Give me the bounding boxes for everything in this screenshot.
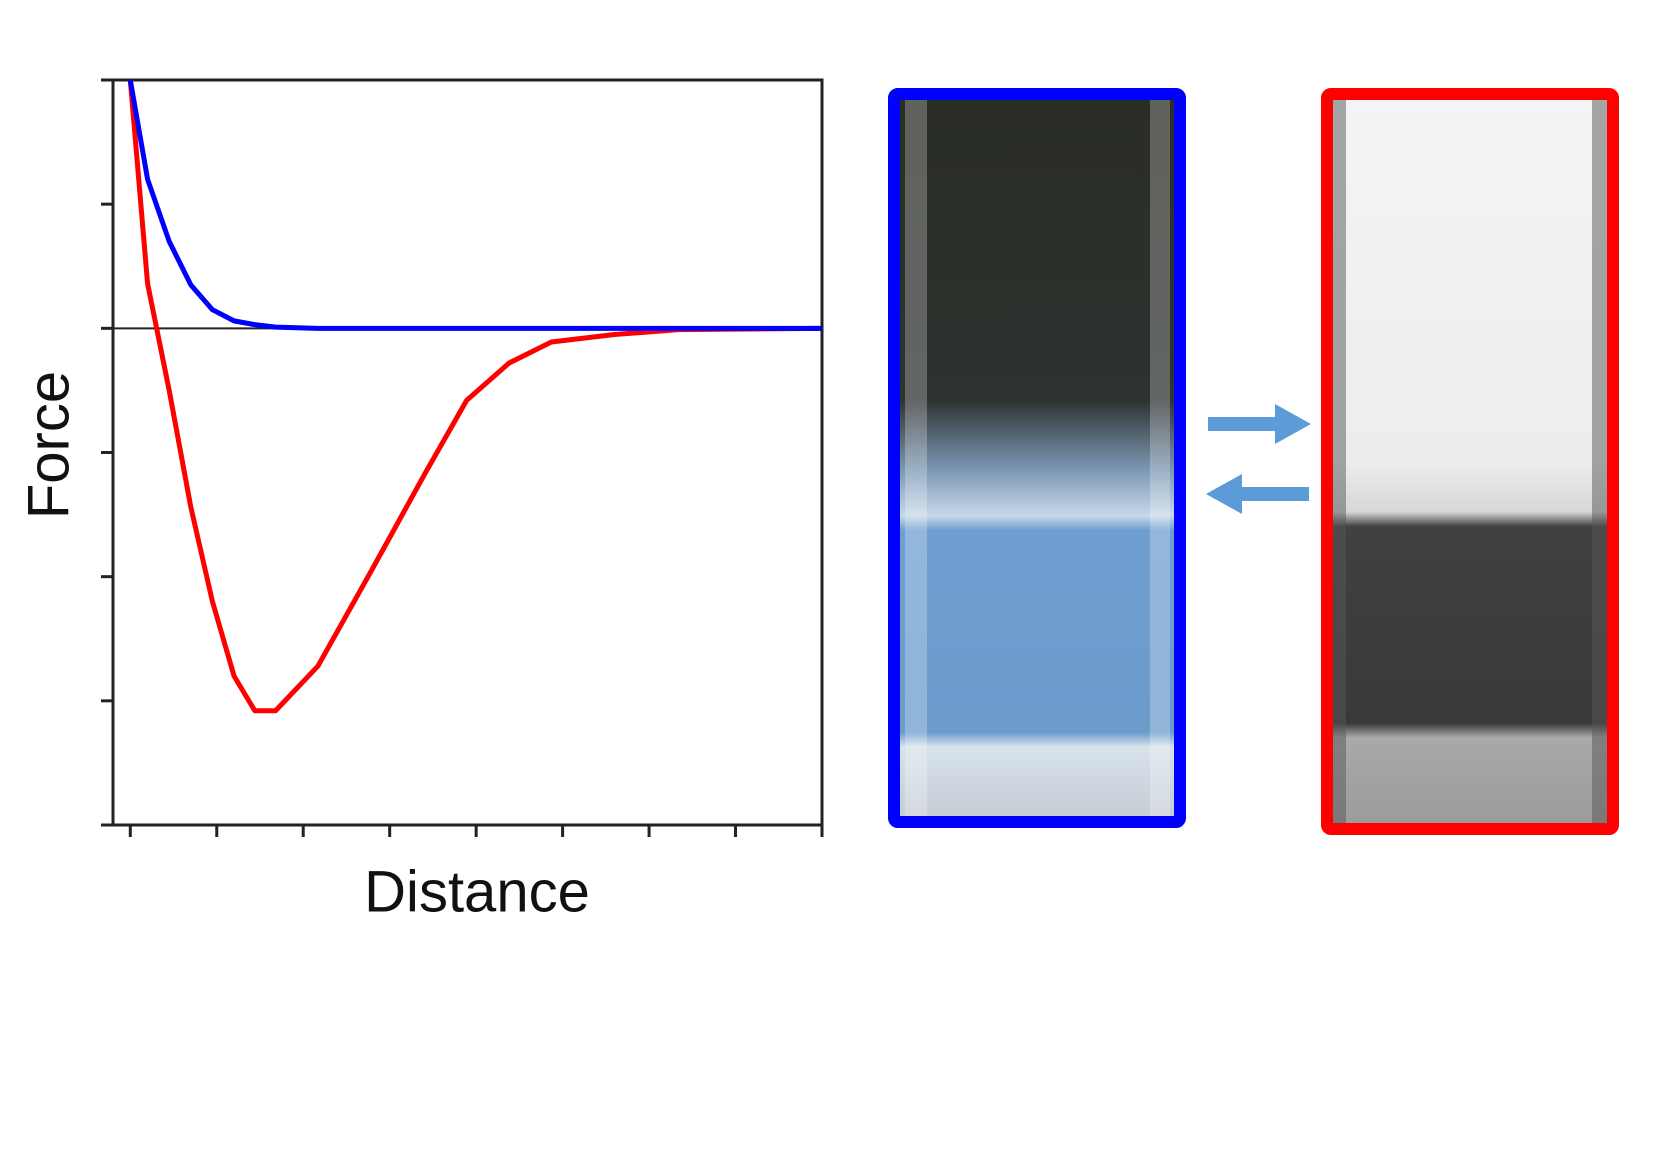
plot-frame <box>111 78 824 827</box>
frame <box>1321 88 1619 835</box>
glass-edge <box>1592 97 1608 825</box>
arrow-right <box>1208 404 1311 444</box>
series-line <box>127 79 823 714</box>
cuvette-photo <box>1330 97 1610 825</box>
arrow-left <box>1206 474 1309 514</box>
y-axis-label: Force <box>16 371 81 519</box>
cuvette-photo <box>897 97 1177 819</box>
cuvette-blue <box>888 88 1186 828</box>
glass-edge <box>1150 97 1170 819</box>
glass-edge <box>1330 97 1346 825</box>
series-line <box>127 79 822 331</box>
frame <box>888 88 1186 828</box>
glass-edge <box>905 97 927 819</box>
x-axis-label: Distance <box>364 859 590 924</box>
cuvette-red <box>1321 88 1619 835</box>
